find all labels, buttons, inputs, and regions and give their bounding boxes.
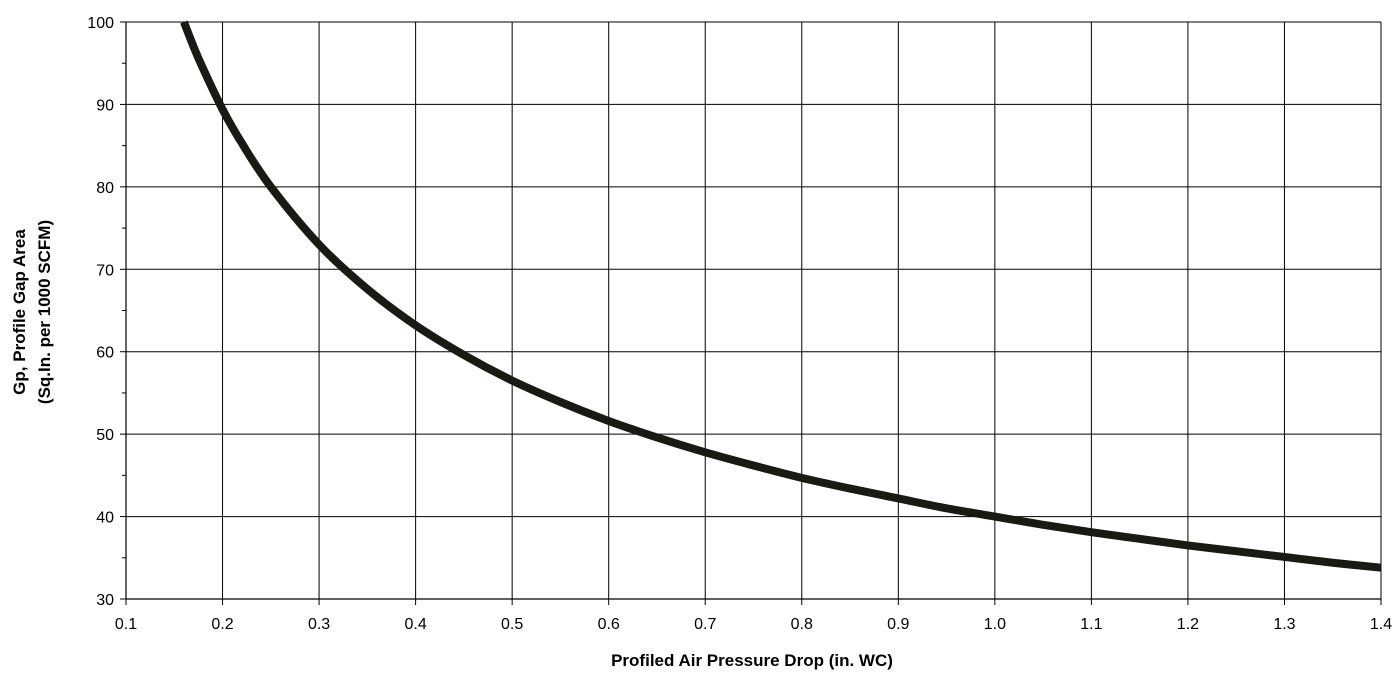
x-tick-label: 0.1 xyxy=(115,616,137,633)
y-tick-label: 90 xyxy=(96,97,114,114)
y-tick-label: 50 xyxy=(96,427,114,444)
x-tick-label: 0.5 xyxy=(501,616,523,633)
x-tick-label: 0.7 xyxy=(694,616,716,633)
y-tick-label: 80 xyxy=(96,180,114,197)
tick-labels: 0.1 0.2 0.3 0.4 0.5 0.6 0.7 0.8 0.9 1.0 1.1 1.2 1.3 1… xyxy=(87,15,1392,633)
y-tick-label: 100 xyxy=(87,15,114,32)
x-tick-label: 1.2 xyxy=(1177,616,1199,633)
x-tick-label: 0.3 xyxy=(308,616,330,633)
x-tick-label: 0.6 xyxy=(598,616,620,633)
x-tick-label: 0.2 xyxy=(211,616,233,633)
x-tick-label: 0.8 xyxy=(791,616,813,633)
y-tick-label: 70 xyxy=(96,262,114,279)
axes xyxy=(120,21,1382,605)
y-tick-label: 40 xyxy=(96,510,114,527)
x-tick-label: 1.4 xyxy=(1370,616,1392,633)
y-axis-title-line1: Gp, Profile Gap Area xyxy=(10,229,29,395)
x-tick-label: 1.0 xyxy=(984,616,1006,633)
grid xyxy=(126,21,1382,599)
y-tick-label: 30 xyxy=(96,592,114,609)
x-tick-label: 0.9 xyxy=(887,616,909,633)
series-line xyxy=(180,20,1382,572)
x-axis-title: Profiled Air Pressure Drop (in. WC) xyxy=(611,651,893,670)
y-axis-title-line2: (Sq.In. per 1000 SCFM) xyxy=(35,220,54,404)
y-tick-label: 60 xyxy=(96,345,114,362)
x-tick-label: 0.4 xyxy=(404,616,426,633)
x-tick-label: 1.1 xyxy=(1080,616,1102,633)
series-layer xyxy=(180,20,1382,572)
x-tick-label: 1.3 xyxy=(1273,616,1295,633)
